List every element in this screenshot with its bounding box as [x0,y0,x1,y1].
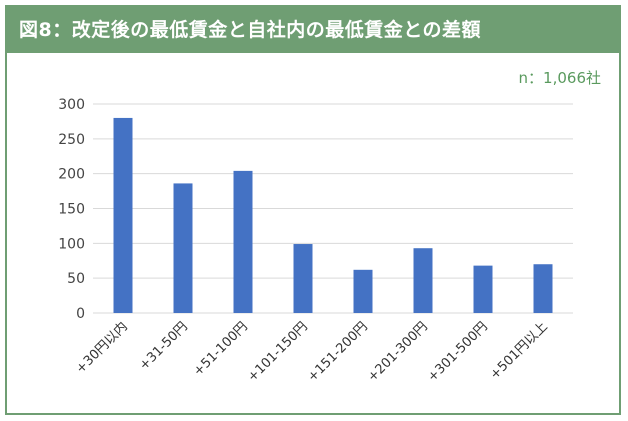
y-tick-label: 250 [58,132,85,148]
chart-frame: 図8：改定後の最低賃金と自社内の最低賃金との差額 n：1,066社 [5,5,621,415]
grid-lines [93,103,573,314]
sample-size-note: n：1,066社 [518,69,601,87]
y-tick-label: 50 [67,271,85,287]
bar-2 [233,170,253,313]
y-tick-label: 0 [76,306,85,322]
bar-1 [173,183,193,313]
y-tick-label: 200 [58,167,85,183]
x-tick-label: +30円以内 [73,319,131,377]
x-tick-label: +151-200円 [305,319,371,385]
x-axis-ticks: +30円以内 +31-50円 +51-100円+101-150円+151-200円+… [73,319,551,386]
y-tick-label: 100 [58,236,85,252]
bar-5 [413,248,433,313]
bar-4 [353,269,373,313]
bar-0 [113,117,133,313]
x-tick-label: +201-300円 [365,319,431,385]
bar-6 [473,265,493,313]
x-tick-label: +301-500円 [425,319,491,385]
y-tick-label: 300 [58,97,85,113]
x-tick-label: +501円以上 [487,319,550,382]
chart-title: 図8：改定後の最低賃金と自社内の最低賃金との差額 [7,7,619,53]
y-tick-label: 150 [58,202,85,218]
bars [113,117,553,313]
y-axis-ticks: 0 50 100 150 200 250 300 [58,97,85,322]
bar-3 [293,244,313,313]
x-tick-label: +101-150円 [245,319,311,385]
x-tick-label: +51-100円 [191,319,251,379]
x-tick-label: +31-50円 [137,319,191,373]
bar-7 [533,264,553,313]
